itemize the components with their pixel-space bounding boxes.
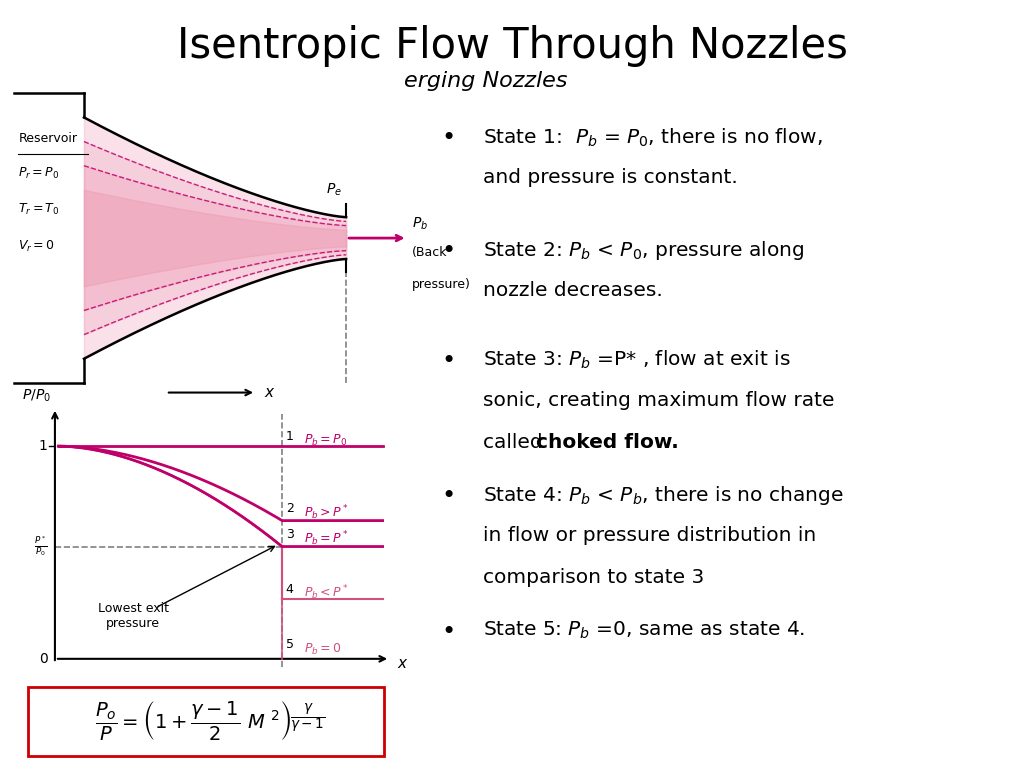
Text: $P_b$: $P_b$ <box>412 215 428 232</box>
Text: sonic, creating maximum flow rate: sonic, creating maximum flow rate <box>482 391 835 410</box>
Text: •: • <box>441 127 456 151</box>
Text: Lowest exit
pressure: Lowest exit pressure <box>97 602 169 631</box>
Text: called: called <box>482 433 549 452</box>
Text: Isentropic Flow Through Nozzles: Isentropic Flow Through Nozzles <box>176 25 848 67</box>
Text: $T_r = T_0$: $T_r = T_0$ <box>18 201 60 217</box>
Text: State 4: $P_b$ < $P_b$, there is no change: State 4: $P_b$ < $P_b$, there is no chan… <box>482 485 843 508</box>
Text: 1: 1 <box>286 430 294 443</box>
Text: erging Nozzles: erging Nozzles <box>404 71 568 91</box>
Text: State 1:  $P_b$ = $P_0$, there is no flow,: State 1: $P_b$ = $P_0$, there is no flow… <box>482 127 822 149</box>
Text: nozzle decreases.: nozzle decreases. <box>482 281 663 300</box>
Text: State 2: $P_b$ < $P_0$, pressure along: State 2: $P_b$ < $P_0$, pressure along <box>482 240 804 263</box>
Text: $P_b = P^*$: $P_b = P^*$ <box>304 529 349 548</box>
Text: choked flow.: choked flow. <box>536 433 679 452</box>
Text: $P_b > P^*$: $P_b > P^*$ <box>304 504 349 522</box>
Text: pressure): pressure) <box>412 278 470 291</box>
Text: 3: 3 <box>286 528 294 541</box>
Text: $x$: $x$ <box>397 656 409 670</box>
Text: 2: 2 <box>286 502 294 515</box>
Text: •: • <box>441 620 456 644</box>
Text: $V_r = 0$: $V_r = 0$ <box>18 239 55 253</box>
Text: $P_e$: $P_e$ <box>326 181 342 198</box>
Text: $x$: $x$ <box>264 385 275 400</box>
Text: 0: 0 <box>39 652 47 666</box>
Text: 4: 4 <box>286 583 294 596</box>
Text: $P_r = P_0$: $P_r = P_0$ <box>18 166 59 181</box>
Text: •: • <box>441 485 456 508</box>
FancyBboxPatch shape <box>28 687 384 756</box>
Text: in flow or pressure distribution in: in flow or pressure distribution in <box>482 526 816 545</box>
Text: Reservoir: Reservoir <box>18 132 78 145</box>
Text: State 5: $P_b$ =0, same as state 4.: State 5: $P_b$ =0, same as state 4. <box>482 620 805 641</box>
Text: and pressure is constant.: and pressure is constant. <box>482 168 737 187</box>
Text: $P_b = 0$: $P_b = 0$ <box>304 641 342 657</box>
Text: •: • <box>441 240 456 263</box>
Text: 5: 5 <box>286 638 294 651</box>
Text: comparison to state 3: comparison to state 3 <box>482 568 703 588</box>
Text: $P_b < P^*$: $P_b < P^*$ <box>304 583 349 602</box>
Text: 1: 1 <box>39 439 47 453</box>
Text: $P_b = P_0$: $P_b = P_0$ <box>304 433 348 448</box>
Text: •: • <box>441 349 456 373</box>
Text: $\dfrac{P_o}{P} = \left(1 + \dfrac{\gamma - 1}{2}\ M\ ^{2}\right)^{\!\dfrac{\gam: $\dfrac{P_o}{P} = \left(1 + \dfrac{\gamm… <box>94 699 326 742</box>
Text: State 3: $P_b$ =P* , flow at exit is: State 3: $P_b$ =P* , flow at exit is <box>482 349 791 371</box>
Text: $\frac{P^*}{P_0}$: $\frac{P^*}{P_0}$ <box>34 535 47 558</box>
Text: (Back: (Back <box>412 246 447 259</box>
Text: $P/P_0$: $P/P_0$ <box>23 387 51 404</box>
